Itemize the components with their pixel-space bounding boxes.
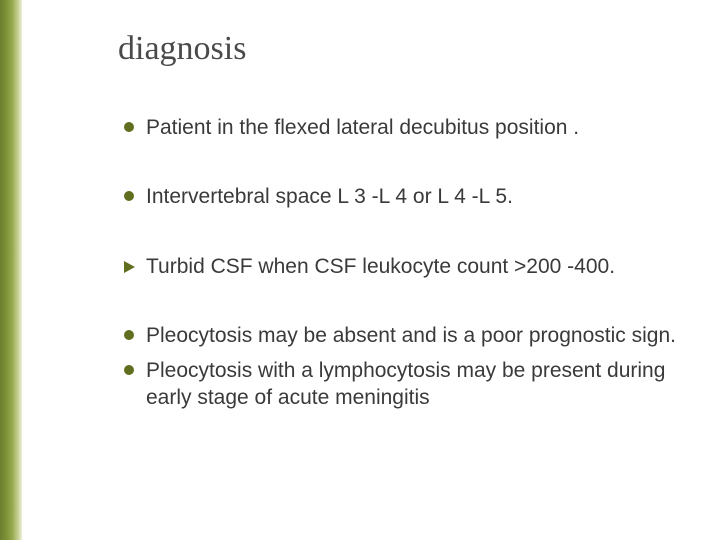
list-item: Pleocytosis with a lymphocytosis may be … <box>118 357 680 412</box>
list-item: Turbid CSF when CSF leukocyte count >200… <box>118 253 680 280</box>
bullet-disc-icon <box>124 365 134 375</box>
list-item-text: Pleocytosis with a lymphocytosis may be … <box>146 357 680 412</box>
slide-content: diagnosis Patient in the flexed lateral … <box>0 0 720 540</box>
list-item-text: Intervertebral space L 3 -L 4 or L 4 -L … <box>146 183 680 210</box>
list-item-text: Pleocytosis may be absent and is a poor … <box>146 322 680 349</box>
list-item-text: Turbid CSF when CSF leukocyte count >200… <box>146 253 680 280</box>
list-item: Intervertebral space L 3 -L 4 or L 4 -L … <box>118 183 680 210</box>
bullet-disc-icon <box>124 330 134 340</box>
list-item: Patient in the flexed lateral decubitus … <box>118 114 680 141</box>
bullet-disc-icon <box>124 122 134 132</box>
list-item-text: Patient in the flexed lateral decubitus … <box>146 114 680 141</box>
bullet-triangle-icon <box>124 261 135 273</box>
list-item: Pleocytosis may be absent and is a poor … <box>118 322 680 349</box>
bullet-disc-icon <box>124 191 134 201</box>
slide-title: diagnosis <box>118 30 680 68</box>
